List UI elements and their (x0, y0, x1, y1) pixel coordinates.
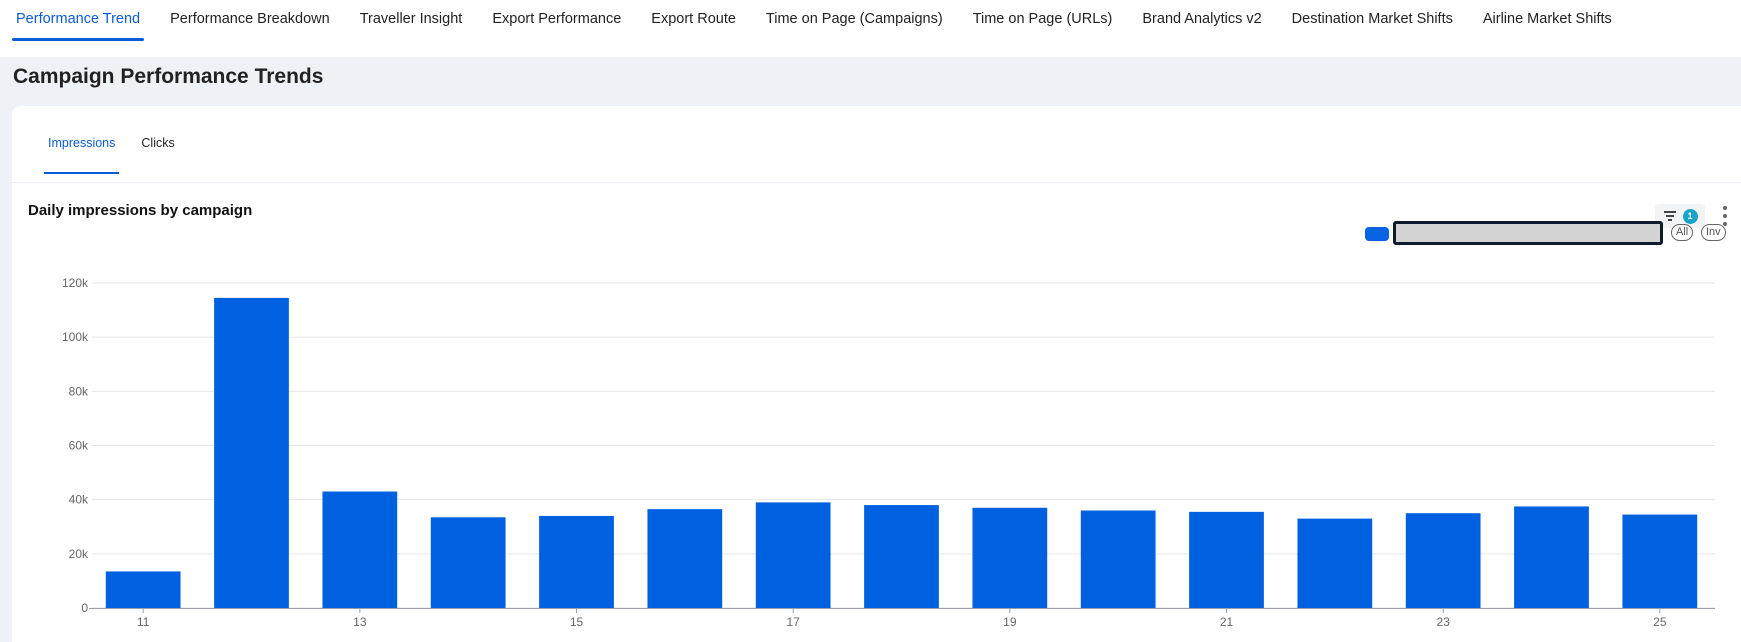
top-navigation: Performance Trend Performance Breakdown Tr… (0, 0, 1741, 57)
bar-day-23[interactable] (1405, 513, 1481, 608)
tab-impressions[interactable]: Impressions (44, 126, 120, 174)
bar-day-13[interactable] (322, 491, 398, 608)
nav-tab-traveller-insight[interactable]: Traveller Insight (359, 11, 463, 27)
legend-series-input[interactable] (1393, 221, 1663, 245)
nav-tab-airline-market-shifts[interactable]: Airline Market Shifts (1482, 11, 1612, 27)
bar-day-20[interactable] (1080, 510, 1156, 609)
bar-day-21[interactable] (1189, 511, 1264, 608)
kebab-menu-icon[interactable] (1720, 206, 1730, 226)
filter-count-badge: 1 (1682, 208, 1698, 224)
bar-day-25[interactable] (1622, 514, 1698, 608)
nav-tab-time-on-page-urls[interactable]: Time on Page (URLs) (972, 11, 1113, 27)
bar-day-17[interactable] (755, 502, 831, 608)
bar-day-22[interactable] (1297, 518, 1373, 608)
bar-day-14[interactable] (430, 517, 506, 608)
legend-all-button[interactable]: All (1671, 224, 1694, 241)
metric-tabs: Impressions Clicks (44, 126, 197, 174)
page-title: Campaign Performance Trends (13, 65, 324, 88)
nav-tab-export-performance[interactable]: Export Performance (492, 11, 622, 27)
nav-tab-performance-breakdown[interactable]: Performance Breakdown (170, 11, 330, 27)
filter-icon (1663, 211, 1677, 221)
bar-day-16[interactable] (647, 509, 723, 608)
nav-tab-destination-market-shifts[interactable]: Destination Market Shifts (1291, 11, 1453, 27)
tab-clicks[interactable]: Clicks (141, 136, 175, 150)
nav-tab-brand-analytics-v2[interactable]: Brand Analytics v2 (1142, 11, 1262, 27)
nav-tab-time-on-page-campaigns[interactable]: Time on Page (Campaigns) (765, 11, 943, 27)
bar-day-15[interactable] (539, 515, 614, 608)
chart-title: Daily impressions by campaign (28, 202, 253, 219)
bar-day-18[interactable] (864, 505, 939, 608)
filter-button[interactable]: 1 (1655, 204, 1705, 228)
bar-day-19[interactable] (972, 507, 1048, 608)
bar-day-11[interactable] (105, 571, 181, 608)
nav-tab-export-route[interactable]: Export Route (651, 11, 736, 27)
nav-tab-performance-trend[interactable]: Performance Trend (12, 0, 145, 41)
legend-invert-button[interactable]: Inv (1701, 224, 1726, 241)
divider (12, 182, 1741, 183)
bar-day-12[interactable] (214, 297, 289, 608)
bar-day-24[interactable] (1514, 506, 1589, 608)
legend-series-swatch[interactable] (1365, 227, 1389, 241)
